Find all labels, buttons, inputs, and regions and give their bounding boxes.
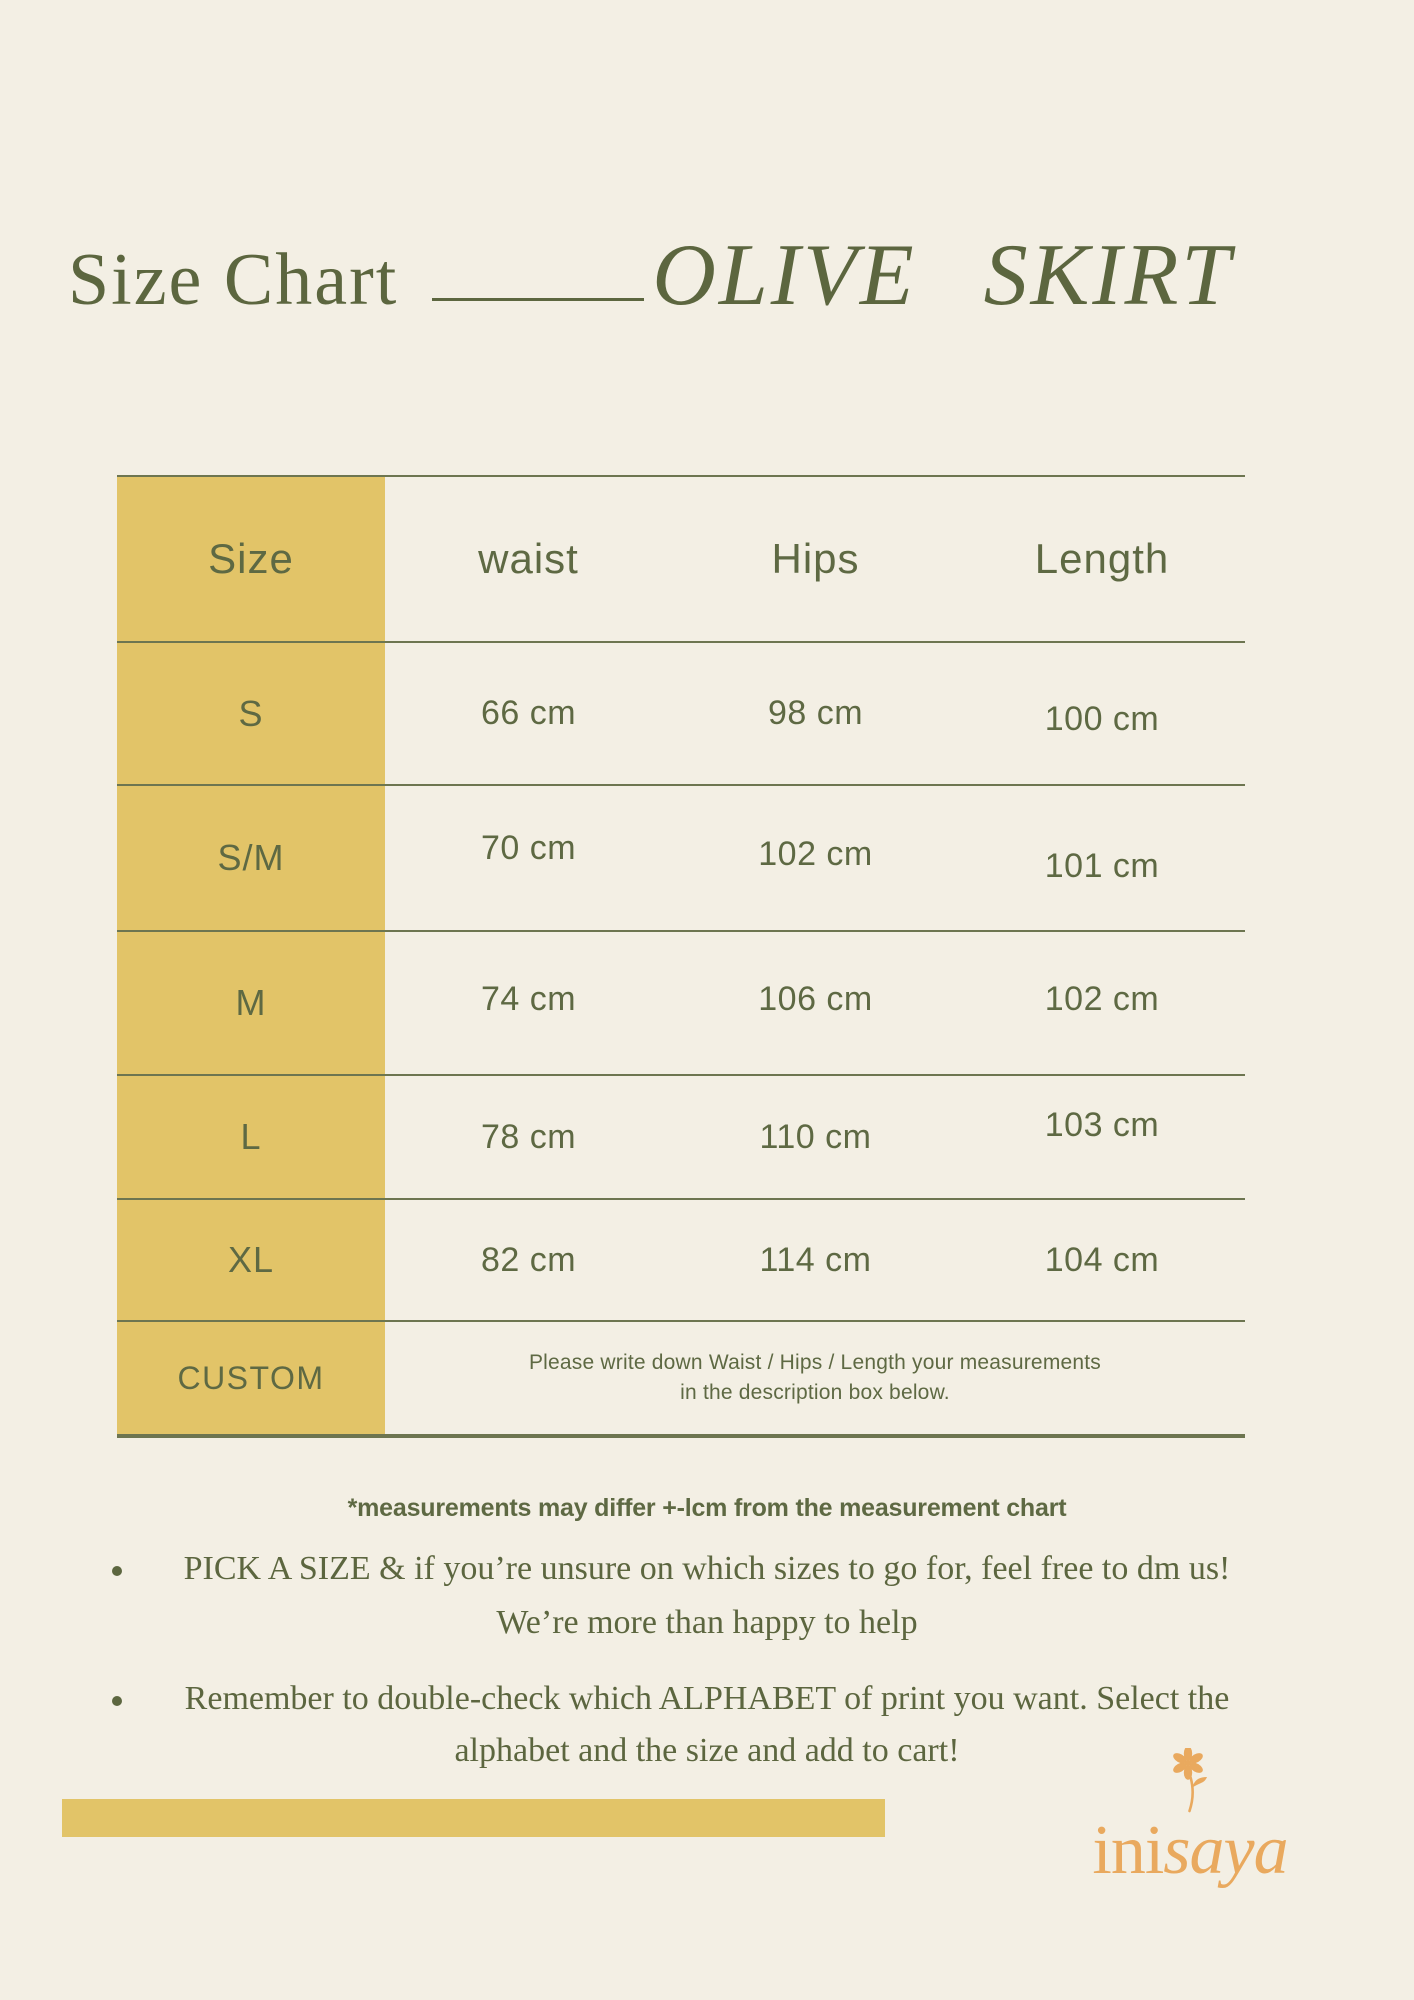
bullet-alphabet-line2: alphabet and the size and add to cart! (454, 1732, 960, 1769)
custom-note-cell: Please write down Waist / Hips / Length … (385, 1322, 1245, 1434)
product-name: OLIVE SKIRT (652, 227, 1234, 324)
brand-logo: ini saya (1040, 1748, 1340, 1886)
hips-cell: 114 cm (759, 1240, 872, 1279)
hips-cell: 98 cm (767, 694, 864, 732)
table-row-sm: S/M 70 cm 102 cm 101 cm (117, 786, 1245, 932)
size-cell: M (117, 932, 385, 1074)
table-row-s: S 66 cm 98 cm 100 cm (117, 643, 1245, 786)
measurement-disclaimer: *measurements may differ +-lcm from the … (347, 1494, 1067, 1522)
brand-wordmark: ini saya (1092, 1812, 1288, 1889)
title-divider-line (432, 297, 645, 301)
length-cell: 101 cm (1044, 846, 1160, 885)
waist-cell: 82 cm (480, 1240, 577, 1279)
hips-cell: 102 cm (758, 834, 873, 873)
table-row-xl: XL 82 cm 114 cm 104 cm (117, 1200, 1245, 1322)
size-cell: XL (117, 1200, 385, 1320)
table-row-custom: CUSTOM Please write down Waist / Hips / … (117, 1322, 1245, 1434)
bullet-pick-size-line1: PICK A SIZE & if you’re unsure on which … (183, 1550, 1231, 1587)
brand-wordmark-italic: saya (1163, 1812, 1288, 1889)
bullet-dot (112, 1696, 122, 1706)
bullet-pick-size-line2: We’re more than happy to help (496, 1604, 918, 1641)
column-header-waist: waist (478, 535, 579, 582)
hips-cell: 110 cm (759, 1117, 872, 1156)
length-cell: 102 cm (1044, 979, 1160, 1018)
header: Size Chart OLIVE SKIRT (68, 227, 1374, 324)
bullet-alphabet-line1: Remember to double-check which ALPHABET … (184, 1680, 1230, 1717)
table-row-l: L 78 cm 110 cm 103 cm (117, 1076, 1245, 1200)
size-cell: CUSTOM (117, 1322, 385, 1434)
hips-cell: 106 cm (758, 979, 873, 1018)
length-cell: 103 cm (1044, 1105, 1160, 1144)
column-header-hips: Hips (771, 535, 860, 582)
waist-cell: 78 cm (480, 1117, 577, 1156)
size-cell: S (117, 643, 385, 784)
brand-wordmark-regular: ini (1092, 1812, 1164, 1889)
flower-icon (1173, 1748, 1207, 1813)
size-cell: L (117, 1076, 385, 1198)
column-header-length: Length (1034, 535, 1170, 582)
footer-accent-bar (62, 1799, 885, 1837)
waist-cell: 70 cm (480, 828, 577, 867)
size-table: Size waist Hips Length S 66 cm 98 cm 100… (117, 475, 1245, 1438)
length-cell: 104 cm (1044, 1240, 1160, 1279)
waist-cell: 66 cm (480, 694, 577, 732)
custom-note-text: Please write down Waist / Hips / Length … (528, 1350, 1102, 1404)
bullet-dot (112, 1566, 122, 1576)
size-cell: S/M (117, 786, 385, 930)
page-title: Size Chart (68, 238, 399, 321)
table-header-row: Size waist Hips Length (117, 477, 1245, 643)
table-row-m: M 74 cm 106 cm 102 cm (117, 932, 1245, 1076)
column-header-size: Size (117, 477, 385, 641)
waist-cell: 74 cm (480, 979, 577, 1018)
length-cell: 100 cm (1044, 700, 1160, 738)
